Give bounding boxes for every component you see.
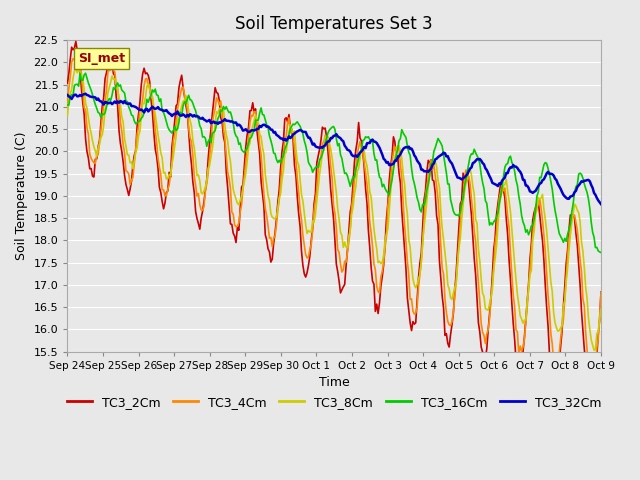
- Y-axis label: Soil Temperature (C): Soil Temperature (C): [15, 132, 28, 260]
- X-axis label: Time: Time: [319, 376, 349, 389]
- Text: SI_met: SI_met: [78, 52, 125, 65]
- Legend: TC3_2Cm, TC3_4Cm, TC3_8Cm, TC3_16Cm, TC3_32Cm: TC3_2Cm, TC3_4Cm, TC3_8Cm, TC3_16Cm, TC3…: [62, 391, 606, 414]
- Title: Soil Temperatures Set 3: Soil Temperatures Set 3: [236, 15, 433, 33]
